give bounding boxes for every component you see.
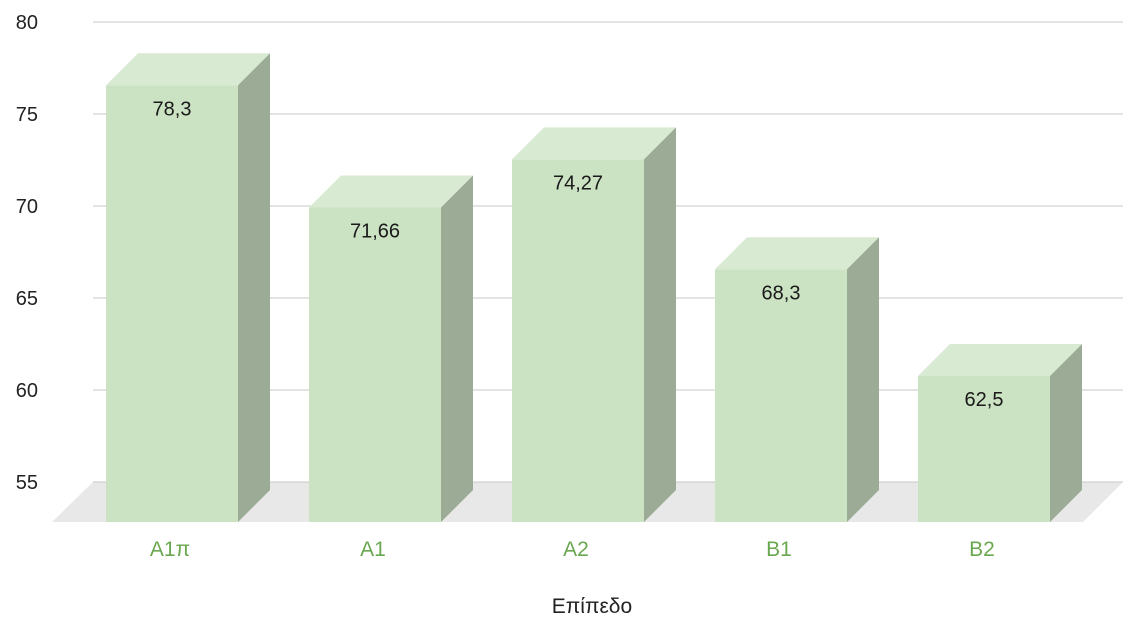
y-tick-label: 60 (16, 380, 38, 402)
y-axis-ticks: 55 60 65 70 75 80 (16, 12, 38, 494)
y-tick-label: 65 (16, 288, 38, 310)
bar-top (512, 127, 676, 160)
x-category-label: A1π (150, 538, 190, 561)
bar-side (1050, 344, 1082, 522)
bar-side (441, 175, 473, 522)
x-category-label: B2 (969, 538, 995, 561)
bar-top (309, 175, 473, 208)
bar-value-label: 68,3 (762, 282, 801, 304)
bar-value-label: 78,3 (153, 98, 192, 120)
bar: 78,3 (106, 53, 270, 522)
y-tick-label: 75 (16, 104, 38, 126)
bar-side (238, 53, 270, 522)
bars: 78,3 71,66 74,27 68,3 62,5 (106, 53, 1082, 522)
bar: 74,27 (512, 127, 676, 522)
y-tick-label: 70 (16, 196, 38, 218)
x-category-label: B1 (766, 538, 792, 561)
bar-top (918, 344, 1082, 376)
x-axis-title: Επίπεδο (552, 595, 632, 618)
bar-front (106, 85, 238, 522)
bar-value-label: 74,27 (553, 172, 603, 194)
bar-front (309, 207, 441, 522)
bar-front (512, 159, 644, 522)
bar: 68,3 (715, 237, 879, 522)
x-category-label: A2 (563, 538, 589, 561)
bar-value-label: 62,5 (965, 389, 1004, 411)
bar: 71,66 (309, 175, 473, 522)
y-tick-label: 55 (16, 472, 38, 494)
bar-side (847, 237, 879, 522)
bar-side (644, 127, 676, 522)
bar-front (715, 269, 847, 522)
y-tick-label: 80 (16, 12, 38, 34)
bar-value-label: 71,66 (350, 220, 400, 242)
bar-front (918, 376, 1050, 522)
bar-top (106, 53, 270, 86)
bar: 62,5 (918, 344, 1082, 522)
x-category-label: A1 (360, 538, 386, 561)
bar-top (715, 237, 879, 270)
x-axis-categories: A1π A1 A2 B1 B2 (150, 538, 995, 561)
